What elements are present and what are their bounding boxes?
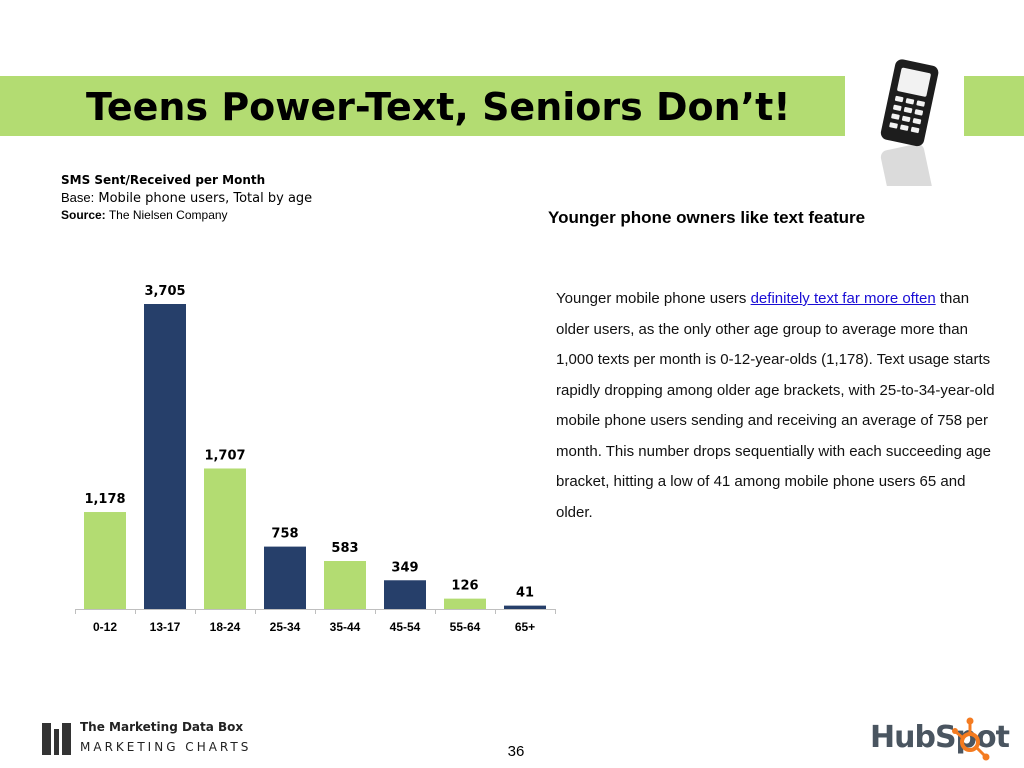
bar-13-17 [144, 304, 186, 609]
marketing-charts-bars-icon [42, 723, 72, 755]
chart-source: Source: The Nielsen Company [61, 207, 312, 224]
data-label-0-12: 1,178 [84, 492, 125, 507]
x-tick-label-55-64: 55-64 [450, 620, 481, 634]
mobile-phone-icon [880, 59, 939, 186]
bar-25-34 [264, 546, 306, 609]
source-text: The Nielsen Company [108, 208, 228, 222]
x-tick-label-35-44: 35-44 [330, 620, 361, 634]
hubspot-logo-text: HubSpot [870, 720, 1010, 755]
page-number: 36 [507, 743, 525, 760]
commentary-intro: Younger mobile phone users [556, 290, 751, 307]
commentary-body: Younger mobile phone users definitely te… [556, 284, 996, 528]
data-label-65+: 41 [516, 586, 534, 601]
commentary-link[interactable]: definitely text far more often [750, 290, 936, 307]
bar-35-44 [324, 561, 366, 609]
brand-line-2: MARKETING CHARTS [80, 740, 252, 754]
bar-45-54 [384, 580, 426, 609]
brand-line-1: The Marketing Data Box [80, 720, 244, 734]
hubspot-logo: HubSpot [870, 714, 1010, 766]
x-tick-label-0-12: 0-12 [93, 620, 117, 634]
data-label-25-34: 758 [271, 527, 298, 542]
data-label-45-54: 349 [391, 560, 418, 575]
hubspot-sprocket-icon [952, 717, 990, 761]
page-title: Teens Power-Text, Seniors Don’t! [86, 85, 791, 129]
base-label: Base: [61, 190, 95, 205]
bar-55-64 [444, 598, 486, 609]
chart-base: Base: Mobile phone users, Total by age [61, 189, 312, 207]
bar-65+ [504, 605, 546, 609]
bar-18-24 [204, 468, 246, 609]
bar-0-12 [84, 512, 126, 609]
title-band [0, 76, 845, 136]
commentary-rest: than older users, as the only other age … [556, 290, 995, 521]
data-label-18-24: 1,707 [204, 448, 245, 463]
x-tick-label-25-34: 25-34 [270, 620, 301, 634]
x-tick-label-45-54: 45-54 [390, 620, 421, 634]
base-text: Mobile phone users, Total by age [98, 191, 313, 206]
bar-chart: 1,178 0-12 3,705 13-17 1,707 18-24 758 25-34 583… [75, 284, 556, 634]
commentary-heading: Younger phone owners like text feature [548, 208, 866, 227]
x-tick-label-13-17: 13-17 [150, 620, 181, 634]
chart-meta: SMS Sent/Received per Month Base: Mobile… [61, 172, 312, 224]
data-label-13-17: 3,705 [144, 284, 185, 299]
data-label-55-64: 126 [451, 579, 478, 594]
x-tick-label-18-24: 18-24 [210, 620, 241, 634]
source-label: Source: [61, 208, 106, 222]
title-band-right [964, 76, 1024, 136]
chart-title: SMS Sent/Received per Month [61, 173, 266, 187]
data-label-35-44: 583 [331, 541, 358, 556]
x-tick-label-65+: 65+ [515, 620, 535, 634]
